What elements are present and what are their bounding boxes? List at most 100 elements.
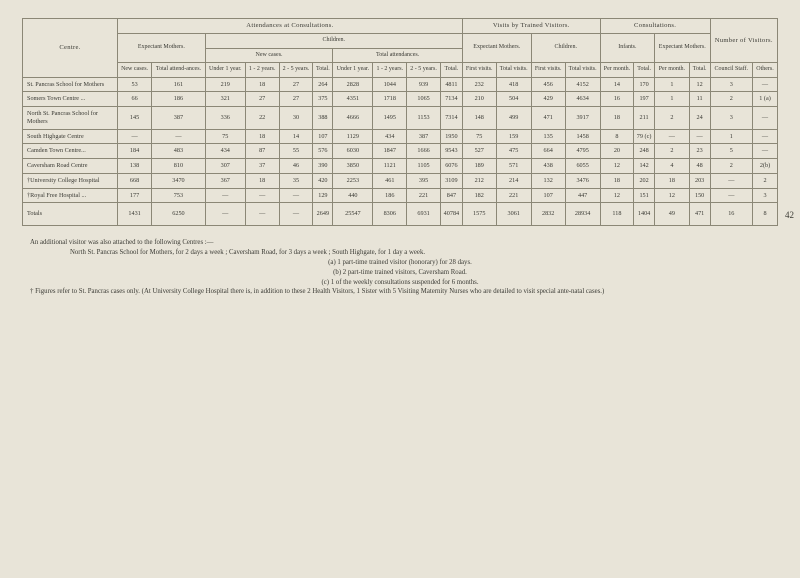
cell: 6931 (407, 203, 441, 226)
consultations-table: Centre. Attendances at Consultations. Vi… (22, 18, 778, 226)
cell: 212 (462, 173, 496, 188)
hdr-emc-t: Total. (689, 63, 710, 78)
cell: 1153 (407, 107, 441, 130)
cell: 18 (600, 173, 633, 188)
cell: 847 (440, 188, 462, 203)
cell: 221 (407, 188, 441, 203)
cell: 1666 (407, 144, 441, 159)
cell: 418 (496, 77, 531, 92)
cell: 1 (655, 77, 690, 92)
cell: 336 (205, 107, 245, 130)
hdr-nc-12: 1 - 2 years. (245, 63, 279, 78)
cell: 429 (531, 92, 565, 107)
cell: 7134 (440, 92, 462, 107)
cell: 16 (600, 92, 633, 107)
cell: 499 (496, 107, 531, 130)
cell: 4 (655, 159, 690, 174)
cell: 753 (152, 188, 206, 203)
centre-name: †University College Hospital (23, 173, 118, 188)
cell: 138 (118, 159, 152, 174)
cell: 107 (531, 188, 565, 203)
centre-name: Caversham Road Centre (23, 159, 118, 174)
cell: 28934 (565, 203, 600, 226)
table-row: Somers Town Centre ...661863212727375435… (23, 92, 778, 107)
cell: 189 (462, 159, 496, 174)
cell: 1 (655, 92, 690, 107)
hdr-exp-mothers-cons: Expectant Mothers. (655, 34, 710, 63)
cell: 388 (313, 107, 333, 130)
cell: 375 (313, 92, 333, 107)
cell: 1495 (373, 107, 407, 130)
cell: 367 (205, 173, 245, 188)
hdr-nc-total: Total. (313, 63, 333, 78)
cell: 37 (245, 159, 279, 174)
cell: 214 (496, 173, 531, 188)
cell: 395 (407, 173, 441, 188)
cell: 1718 (373, 92, 407, 107)
cell: — (689, 129, 710, 144)
cell: 30 (279, 107, 313, 130)
cell: 1575 (462, 203, 496, 226)
cell: 576 (313, 144, 333, 159)
cell: 48 (689, 159, 710, 174)
cell: 248 (634, 144, 655, 159)
hdr-exp-mothers-vis: Expectant Mothers. (462, 34, 531, 63)
cell: 3850 (333, 159, 373, 174)
centre-name: Somers Town Centre ... (23, 92, 118, 107)
cell: 11 (689, 92, 710, 107)
hdr-nc-25: 2 - 5 years. (279, 63, 313, 78)
hdr-exp-mothers-att: Expectant Mothers. (118, 34, 206, 63)
hdr-em-total: Total attend-ances. (152, 63, 206, 78)
cell: — (152, 129, 206, 144)
cell: 8 (753, 203, 778, 226)
cell: 1044 (373, 77, 407, 92)
hdr-inf-t: Total. (634, 63, 655, 78)
cell: 18 (600, 107, 633, 130)
fn-dagger: † Figures refer to St. Pancras cases onl… (30, 287, 770, 297)
cell: 20 (600, 144, 633, 159)
hdr-nc-u1: Under 1 year. (205, 63, 245, 78)
cell: 151 (634, 188, 655, 203)
cell: 6055 (565, 159, 600, 174)
cell: — (118, 129, 152, 144)
cell: 7314 (440, 107, 462, 130)
hdr-ta-25: 2 - 5 years. (407, 63, 441, 78)
cell: 3917 (565, 107, 600, 130)
hdr-number-visitors: Number of Visitors. (710, 19, 777, 63)
cell: 27 (279, 77, 313, 92)
cell: 118 (600, 203, 633, 226)
cell: 22 (245, 107, 279, 130)
cell: 18 (245, 77, 279, 92)
cell: 3476 (565, 173, 600, 188)
totals-row: Totals14316250———26492554783066931407841… (23, 203, 778, 226)
cell: — (753, 129, 778, 144)
cell: 1129 (333, 129, 373, 144)
footnotes: An additional visitor was also attached … (30, 238, 770, 297)
cell: 4351 (333, 92, 373, 107)
hdr-children-vis: Children. (531, 34, 600, 63)
cell: 4152 (565, 77, 600, 92)
hdr-emc-pm: Per month. (655, 63, 690, 78)
cell: 232 (462, 77, 496, 92)
cell: 471 (531, 107, 565, 130)
centre-name: †Royal Free Hospital ... (23, 188, 118, 203)
cell: 4795 (565, 144, 600, 159)
cell: 264 (313, 77, 333, 92)
side-page-number: 42 (785, 210, 794, 220)
cell: 2 (753, 173, 778, 188)
cell: 170 (634, 77, 655, 92)
cell: 3 (710, 107, 753, 130)
cell: 2 (655, 107, 690, 130)
hdr-others: Others. (753, 63, 778, 78)
cell: 1105 (407, 159, 441, 174)
cell: — (245, 188, 279, 203)
cell: 27 (245, 92, 279, 107)
cell: 527 (462, 144, 496, 159)
cell: 434 (373, 129, 407, 144)
cell: 461 (373, 173, 407, 188)
cell: 12 (655, 188, 690, 203)
cell: 3470 (152, 173, 206, 188)
fn-c: (c) 1 of the weekly consultations suspen… (30, 278, 770, 288)
cell: 66 (118, 92, 152, 107)
cell: 664 (531, 144, 565, 159)
